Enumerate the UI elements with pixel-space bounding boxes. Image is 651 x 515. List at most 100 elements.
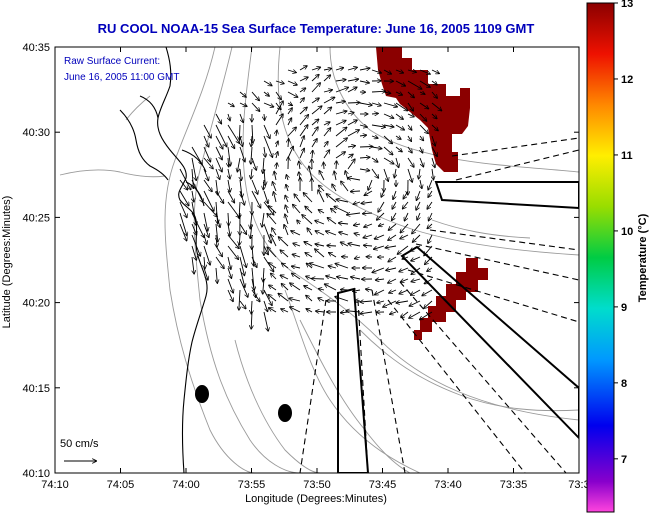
current-vector	[393, 190, 397, 199]
current-vector	[286, 175, 288, 181]
current-vector	[323, 142, 328, 148]
current-vector	[359, 135, 366, 136]
current-vector	[287, 127, 296, 137]
current-vector	[323, 75, 330, 82]
current-vector	[251, 135, 252, 146]
current-vector	[287, 147, 293, 159]
current-vector	[227, 234, 239, 248]
current-vector	[292, 273, 301, 280]
current-vector	[431, 113, 437, 118]
current-vector	[395, 80, 405, 86]
current-vector	[335, 138, 347, 148]
current-vector	[203, 124, 211, 138]
current-vector	[419, 69, 430, 74]
current-vector	[287, 108, 292, 115]
x-tick-label: 74:05	[107, 479, 135, 491]
current-vector	[428, 190, 433, 197]
y-tick-label: 40:10	[22, 468, 50, 480]
current-vector	[424, 300, 433, 308]
current-vector	[335, 152, 345, 159]
current-vector	[216, 267, 217, 283]
current-vector	[316, 231, 325, 236]
current-vector	[329, 253, 337, 258]
current-vector	[239, 278, 248, 297]
current-vector	[407, 80, 422, 89]
current-vector	[292, 266, 301, 268]
current-vector	[315, 244, 325, 246]
current-vector	[251, 256, 257, 267]
colorbar-tick-label: 7	[621, 454, 627, 466]
legend-current-label: Raw Surface Current:	[64, 56, 160, 67]
current-vector	[215, 124, 227, 146]
current-vector	[359, 81, 369, 83]
current-vector	[287, 70, 296, 73]
current-vector	[311, 98, 319, 104]
colorbar-tick-label: 12	[621, 74, 633, 86]
current-vector	[203, 157, 213, 169]
current-vector	[419, 92, 425, 94]
current-vector	[335, 68, 343, 70]
current-vector	[412, 223, 421, 234]
current-vector	[203, 245, 210, 265]
current-vector	[390, 312, 397, 314]
current-vector	[334, 207, 349, 214]
current-vector	[239, 124, 240, 140]
current-vector	[284, 225, 289, 236]
coastline	[119, 47, 208, 473]
current-vector	[319, 186, 325, 192]
current-vector	[318, 298, 325, 301]
current-vector	[279, 237, 289, 247]
current-vector	[315, 249, 325, 258]
current-vector	[337, 277, 349, 279]
current-vector	[293, 205, 301, 214]
current-vector	[419, 124, 428, 133]
current-vector	[239, 267, 245, 287]
current-vector	[311, 67, 320, 70]
current-vector	[417, 212, 420, 220]
current-vector	[341, 242, 349, 247]
current-vector	[359, 68, 370, 70]
current-vector	[407, 91, 414, 98]
current-vector	[291, 231, 301, 236]
current-vector	[371, 103, 381, 106]
current-vector	[347, 159, 355, 170]
current-vector	[327, 194, 337, 203]
current-vector	[239, 256, 244, 275]
current-vector	[332, 184, 337, 192]
current-vector	[263, 223, 271, 243]
current-vector	[281, 309, 289, 312]
legend-current-time: June 16, 2005 11:00 GMT	[64, 72, 179, 83]
current-vector	[383, 92, 390, 93]
current-vector	[347, 87, 357, 93]
current-vector	[327, 246, 337, 247]
current-vector	[227, 278, 233, 293]
current-vector	[215, 135, 223, 149]
current-vector	[354, 224, 361, 225]
current-vector	[389, 290, 397, 293]
current-vector	[239, 201, 240, 218]
current-vector	[386, 268, 397, 270]
current-vector	[408, 135, 411, 141]
current-vector	[263, 278, 264, 294]
current-vector	[336, 264, 349, 269]
current-vector	[305, 253, 313, 258]
current-vector	[359, 147, 372, 148]
current-vector	[263, 135, 272, 157]
current-vector	[179, 168, 191, 189]
current-vector	[239, 223, 246, 234]
current-vector	[251, 102, 260, 111]
current-vector	[323, 128, 331, 137]
current-vector	[398, 245, 409, 254]
current-vector	[311, 139, 317, 148]
current-vector	[364, 245, 373, 246]
current-vector	[276, 131, 277, 137]
current-vector	[407, 157, 414, 167]
current-vector	[323, 90, 332, 92]
current-vector	[228, 179, 230, 192]
current-vector	[410, 300, 421, 306]
current-vector	[228, 223, 230, 236]
current-vector	[278, 294, 289, 302]
current-vector	[250, 223, 252, 238]
current-vector	[299, 115, 308, 126]
